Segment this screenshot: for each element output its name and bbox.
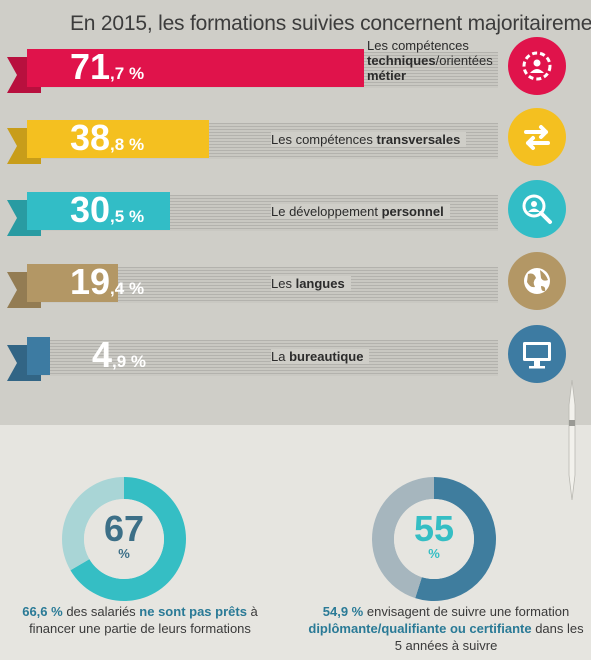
bar-value-decimal: ,7 % bbox=[110, 64, 145, 83]
bar-value-decimal: ,9 % bbox=[112, 352, 147, 371]
label-text: La bbox=[271, 349, 290, 364]
label-emphasis: langues bbox=[295, 276, 345, 291]
bar-row-1: 71,7 % Les compétences techniques/orienté… bbox=[0, 32, 591, 102]
bar-value-decimal: ,8 % bbox=[110, 135, 145, 154]
donut-left-value: 67 bbox=[103, 508, 145, 549]
bar-value-label: 30,5 % bbox=[70, 189, 144, 231]
bar-value-decimal: ,4 % bbox=[110, 279, 145, 298]
caption-left-value: 66,6 % bbox=[22, 604, 63, 619]
bar bbox=[27, 192, 171, 230]
caption-left-text2: à financer une partie de leurs formation… bbox=[29, 604, 258, 636]
caption-right-value: 54,9 % bbox=[322, 604, 364, 619]
bar-track bbox=[36, 340, 498, 376]
bar-value-integer: 30 bbox=[70, 189, 111, 230]
bar-row-3: 30,5 % Le développement personnel bbox=[0, 175, 591, 245]
swap-arrows-icon bbox=[508, 108, 566, 166]
bar-row-2: 38,8 % Les compétences transversales bbox=[0, 103, 591, 173]
gear-person-icon bbox=[508, 37, 566, 95]
donut-right-value: 55 bbox=[413, 508, 455, 549]
caption-right-text1: envisagent de suivre une formation bbox=[363, 604, 570, 619]
label-text: /orientées bbox=[435, 53, 493, 68]
bar-value-decimal: ,5 % bbox=[110, 207, 145, 226]
bar bbox=[27, 337, 51, 375]
bar-value-label: 19,4 % bbox=[70, 261, 144, 303]
caption-left-text1: des salariés bbox=[62, 604, 140, 619]
label-emphasis: transversales bbox=[376, 132, 461, 147]
bar-value-integer: 38 bbox=[70, 117, 111, 158]
bar bbox=[27, 264, 119, 302]
caption-right-text2: dans les 5 années à suivre bbox=[394, 621, 584, 653]
label-text: Les compétences bbox=[271, 132, 377, 147]
label-text: Le développement bbox=[271, 204, 382, 219]
label-emphasis: techniques bbox=[367, 53, 436, 68]
label-emphasis: bureautique bbox=[289, 349, 364, 364]
donut-hole bbox=[394, 499, 474, 579]
bar-category-label: Les langues bbox=[271, 276, 351, 291]
donut-slice-rest bbox=[372, 477, 434, 599]
bar-row-5: 4,9 % La bureautique bbox=[0, 320, 591, 390]
bar-value-integer: 4 bbox=[92, 334, 113, 375]
bar-value-label: 38,8 % bbox=[70, 117, 144, 159]
donut-slice-main bbox=[415, 477, 496, 601]
donut-right-unit: % bbox=[428, 546, 440, 561]
bar bbox=[27, 120, 210, 158]
bar-value-label: 4,9 % bbox=[92, 334, 146, 376]
chart-title: En 2015, les formations suivies concerne… bbox=[70, 12, 591, 35]
donut-slice-main bbox=[70, 477, 186, 601]
globe-icon bbox=[508, 252, 566, 310]
bar bbox=[27, 49, 364, 87]
computer-icon bbox=[508, 325, 566, 383]
bar-value-integer: 19 bbox=[70, 261, 111, 302]
caption-left-emphasis: ne sont pas prêts bbox=[139, 604, 247, 619]
donut-chart-right bbox=[372, 477, 496, 601]
donut-left-unit: % bbox=[118, 546, 130, 561]
donut-hole bbox=[84, 499, 164, 579]
bar-category-label: Le développement personnel bbox=[271, 204, 450, 219]
caption-left: 66,6 % des salariés ne sont pas prêts à … bbox=[0, 603, 280, 637]
donut-slice-rest bbox=[62, 477, 124, 571]
label-text: Les compétences bbox=[367, 38, 469, 53]
magnifier-person-icon bbox=[508, 180, 566, 238]
bar-category-label: Les compétences techniques/orientées mét… bbox=[367, 38, 513, 83]
label-emphasis: personnel bbox=[381, 204, 444, 219]
label-emphasis: métier bbox=[367, 68, 407, 83]
label-text: Les bbox=[271, 276, 296, 291]
bar-category-label: La bureautique bbox=[271, 349, 370, 364]
bar-value-integer: 71 bbox=[70, 46, 111, 87]
pen-illustration bbox=[568, 380, 576, 500]
caption-right-emphasis: diplômante/qualifiante ou certifiante bbox=[308, 621, 532, 636]
bar-value-label: 71,7 % bbox=[70, 46, 144, 88]
donut-chart-left bbox=[62, 477, 186, 601]
bar-category-label: Les compétences transversales bbox=[271, 132, 467, 147]
caption-right: 54,9 % envisagent de suivre une formatio… bbox=[306, 603, 586, 654]
bar-row-4: 19,4 % Les langues bbox=[0, 247, 591, 317]
